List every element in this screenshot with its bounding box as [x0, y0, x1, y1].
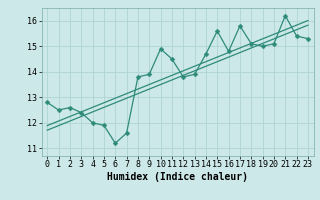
- X-axis label: Humidex (Indice chaleur): Humidex (Indice chaleur): [107, 172, 248, 182]
